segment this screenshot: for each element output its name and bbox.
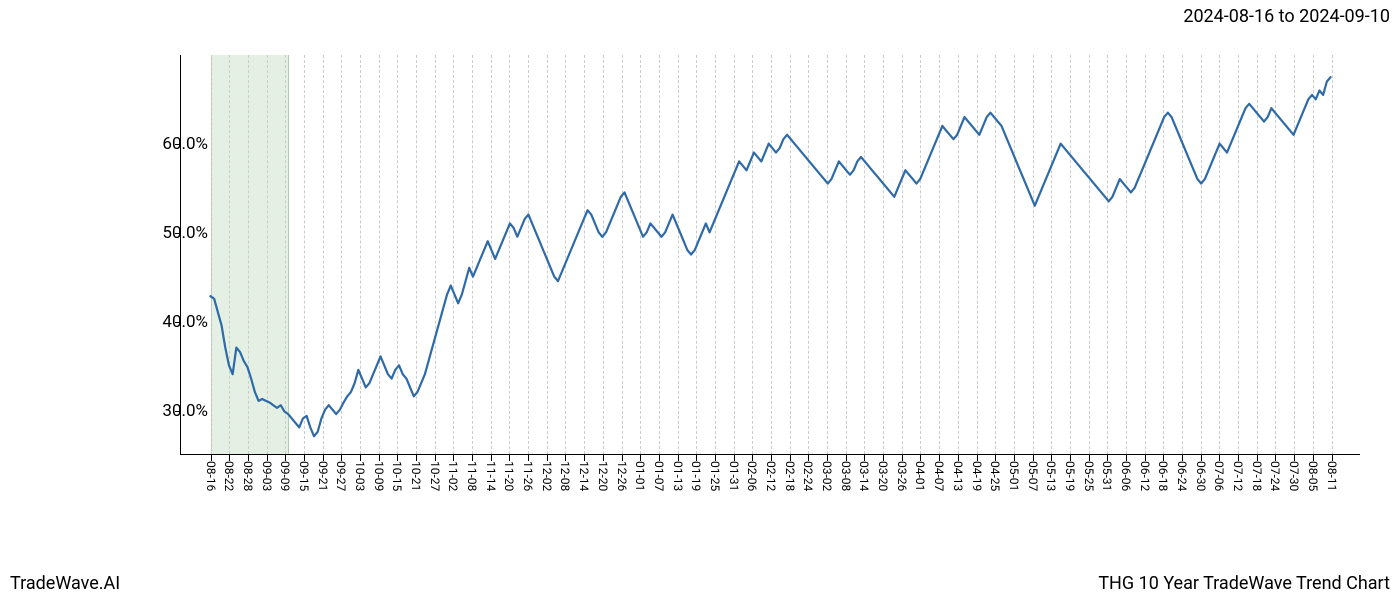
x-tick-label: 10-03: [353, 461, 367, 491]
x-tick-label: 07-18: [1250, 461, 1264, 491]
x-tick-label: 06-06: [1119, 461, 1133, 491]
x-tick-label: 11-02: [446, 461, 460, 491]
x-tick-label: 05-01: [1007, 461, 1021, 491]
y-tick-label: 60.0%: [162, 134, 208, 154]
x-tick-label: 10-09: [372, 461, 386, 491]
x-tick-label: 04-25: [988, 461, 1002, 491]
x-tick-label: 01-19: [689, 461, 703, 491]
trend-chart: 08-1608-2208-2809-0309-0909-1509-2109-27…: [180, 55, 1360, 455]
x-tick-label: 03-14: [857, 461, 871, 491]
x-tick-label: 10-27: [428, 461, 442, 491]
x-tick-label: 09-15: [297, 461, 311, 491]
plot-area: 08-1608-2208-2809-0309-0909-1509-2109-27…: [180, 55, 1360, 455]
x-tick-label: 08-05: [1306, 461, 1320, 491]
x-tick-label: 03-08: [839, 461, 853, 491]
x-tick-label: 11-26: [521, 461, 535, 491]
x-tick-label: 06-30: [1194, 461, 1208, 491]
x-tick-label: 12-26: [615, 461, 629, 491]
x-tick-label: 08-16: [204, 461, 218, 491]
x-tick-label: 05-13: [1044, 461, 1058, 491]
x-tick-label: 03-26: [895, 461, 909, 491]
x-tick-label: 12-08: [558, 461, 572, 491]
x-tick-label: 02-24: [801, 461, 815, 491]
y-tick-label: 30.0%: [162, 401, 208, 421]
x-tick-label: 04-07: [932, 461, 946, 491]
x-tick-label: 03-02: [820, 461, 834, 491]
x-tick-label: 10-21: [409, 461, 423, 491]
x-tick-label: 04-01: [913, 461, 927, 491]
x-tick-label: 06-12: [1138, 461, 1152, 491]
x-tick-label: 11-14: [484, 461, 498, 491]
x-tick-label: 05-19: [1063, 461, 1077, 491]
x-tick-label: 12-02: [540, 461, 554, 491]
x-tick-label: 11-08: [465, 461, 479, 491]
series-line: [210, 77, 1330, 436]
x-tick-label: 05-25: [1082, 461, 1096, 491]
x-tick-label: 04-13: [951, 461, 965, 491]
x-tick-label: 02-18: [783, 461, 797, 491]
x-tick-label: 01-07: [652, 461, 666, 491]
date-range-label: 2024-08-16 to 2024-09-10: [1183, 6, 1390, 27]
x-tick-label: 09-27: [334, 461, 348, 491]
x-tick-label: 12-14: [577, 461, 591, 491]
x-tick-label: 05-07: [1026, 461, 1040, 491]
x-tick-label: 12-20: [596, 461, 610, 491]
x-tick-label: 05-31: [1100, 461, 1114, 491]
x-tick-label: 08-28: [241, 461, 255, 491]
x-tick-label: 01-31: [727, 461, 741, 491]
x-tick-label: 01-25: [708, 461, 722, 491]
x-tick-label: 01-01: [633, 461, 647, 491]
y-tick-label: 40.0%: [162, 312, 208, 332]
x-tick-label: 02-06: [745, 461, 759, 491]
x-tick-label: 06-18: [1156, 461, 1170, 491]
x-tick-label: 02-12: [764, 461, 778, 491]
x-tick-label: 08-22: [222, 461, 236, 491]
x-tick-label: 08-11: [1325, 461, 1339, 491]
brand-label: TradeWave.AI: [10, 573, 120, 594]
x-tick-label: 07-30: [1287, 461, 1301, 491]
x-tick-label: 01-13: [671, 461, 685, 491]
chart-title: THG 10 Year TradeWave Trend Chart: [1098, 573, 1390, 594]
x-tick-label: 03-20: [876, 461, 890, 491]
x-tick-label: 11-20: [502, 461, 516, 491]
x-tick-label: 07-06: [1212, 461, 1226, 491]
x-tick-label: 06-24: [1175, 461, 1189, 491]
x-tick-label: 09-21: [316, 461, 330, 491]
x-tick-label: 09-09: [278, 461, 292, 491]
x-tick-label: 07-24: [1268, 461, 1282, 491]
line-series-svg: [181, 55, 1360, 454]
x-tick-label: 04-19: [970, 461, 984, 491]
x-tick-label: 10-15: [390, 461, 404, 491]
x-tick-label: 07-12: [1231, 461, 1245, 491]
x-tick-label: 09-03: [260, 461, 274, 491]
y-tick-label: 50.0%: [162, 223, 208, 243]
